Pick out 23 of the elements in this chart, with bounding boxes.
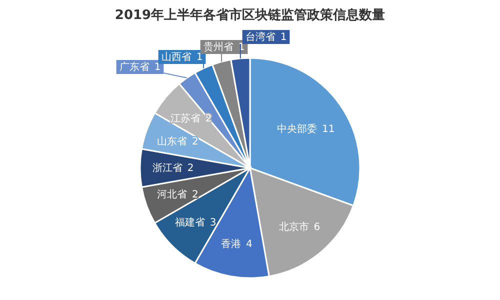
slice-label: 福建省 — [174, 216, 205, 228]
slice-label: 台湾省 — [245, 31, 276, 43]
slice-label: 山东省 — [156, 136, 187, 148]
chart-title: 2019年上半年各省市区块链监管政策信息数量 — [114, 7, 386, 23]
data-label: 11 — [322, 124, 335, 135]
slice-label: 江苏省 — [170, 112, 200, 125]
data-label: 1 — [196, 52, 203, 63]
data-label: 1 — [154, 62, 161, 73]
slice-label: 广东省 — [119, 61, 150, 73]
slice-label: 山西省 — [161, 51, 192, 63]
data-label: 2 — [192, 136, 198, 148]
data-label: 2 — [192, 189, 198, 200]
slice-label: 香港 — [220, 238, 241, 250]
data-label: 3 — [210, 217, 216, 228]
data-label: 2 — [187, 163, 194, 174]
slice-label: 贵州省 — [203, 41, 234, 53]
data-label: 6 — [314, 222, 320, 233]
slice-label: 北京市 — [278, 220, 309, 233]
data-label: 4 — [246, 238, 252, 250]
slice-label: 河北省 — [156, 188, 187, 200]
slice-label: 中央部委 — [277, 122, 317, 135]
data-label: 1 — [280, 32, 287, 43]
slice-label: 浙江省 — [152, 162, 182, 174]
